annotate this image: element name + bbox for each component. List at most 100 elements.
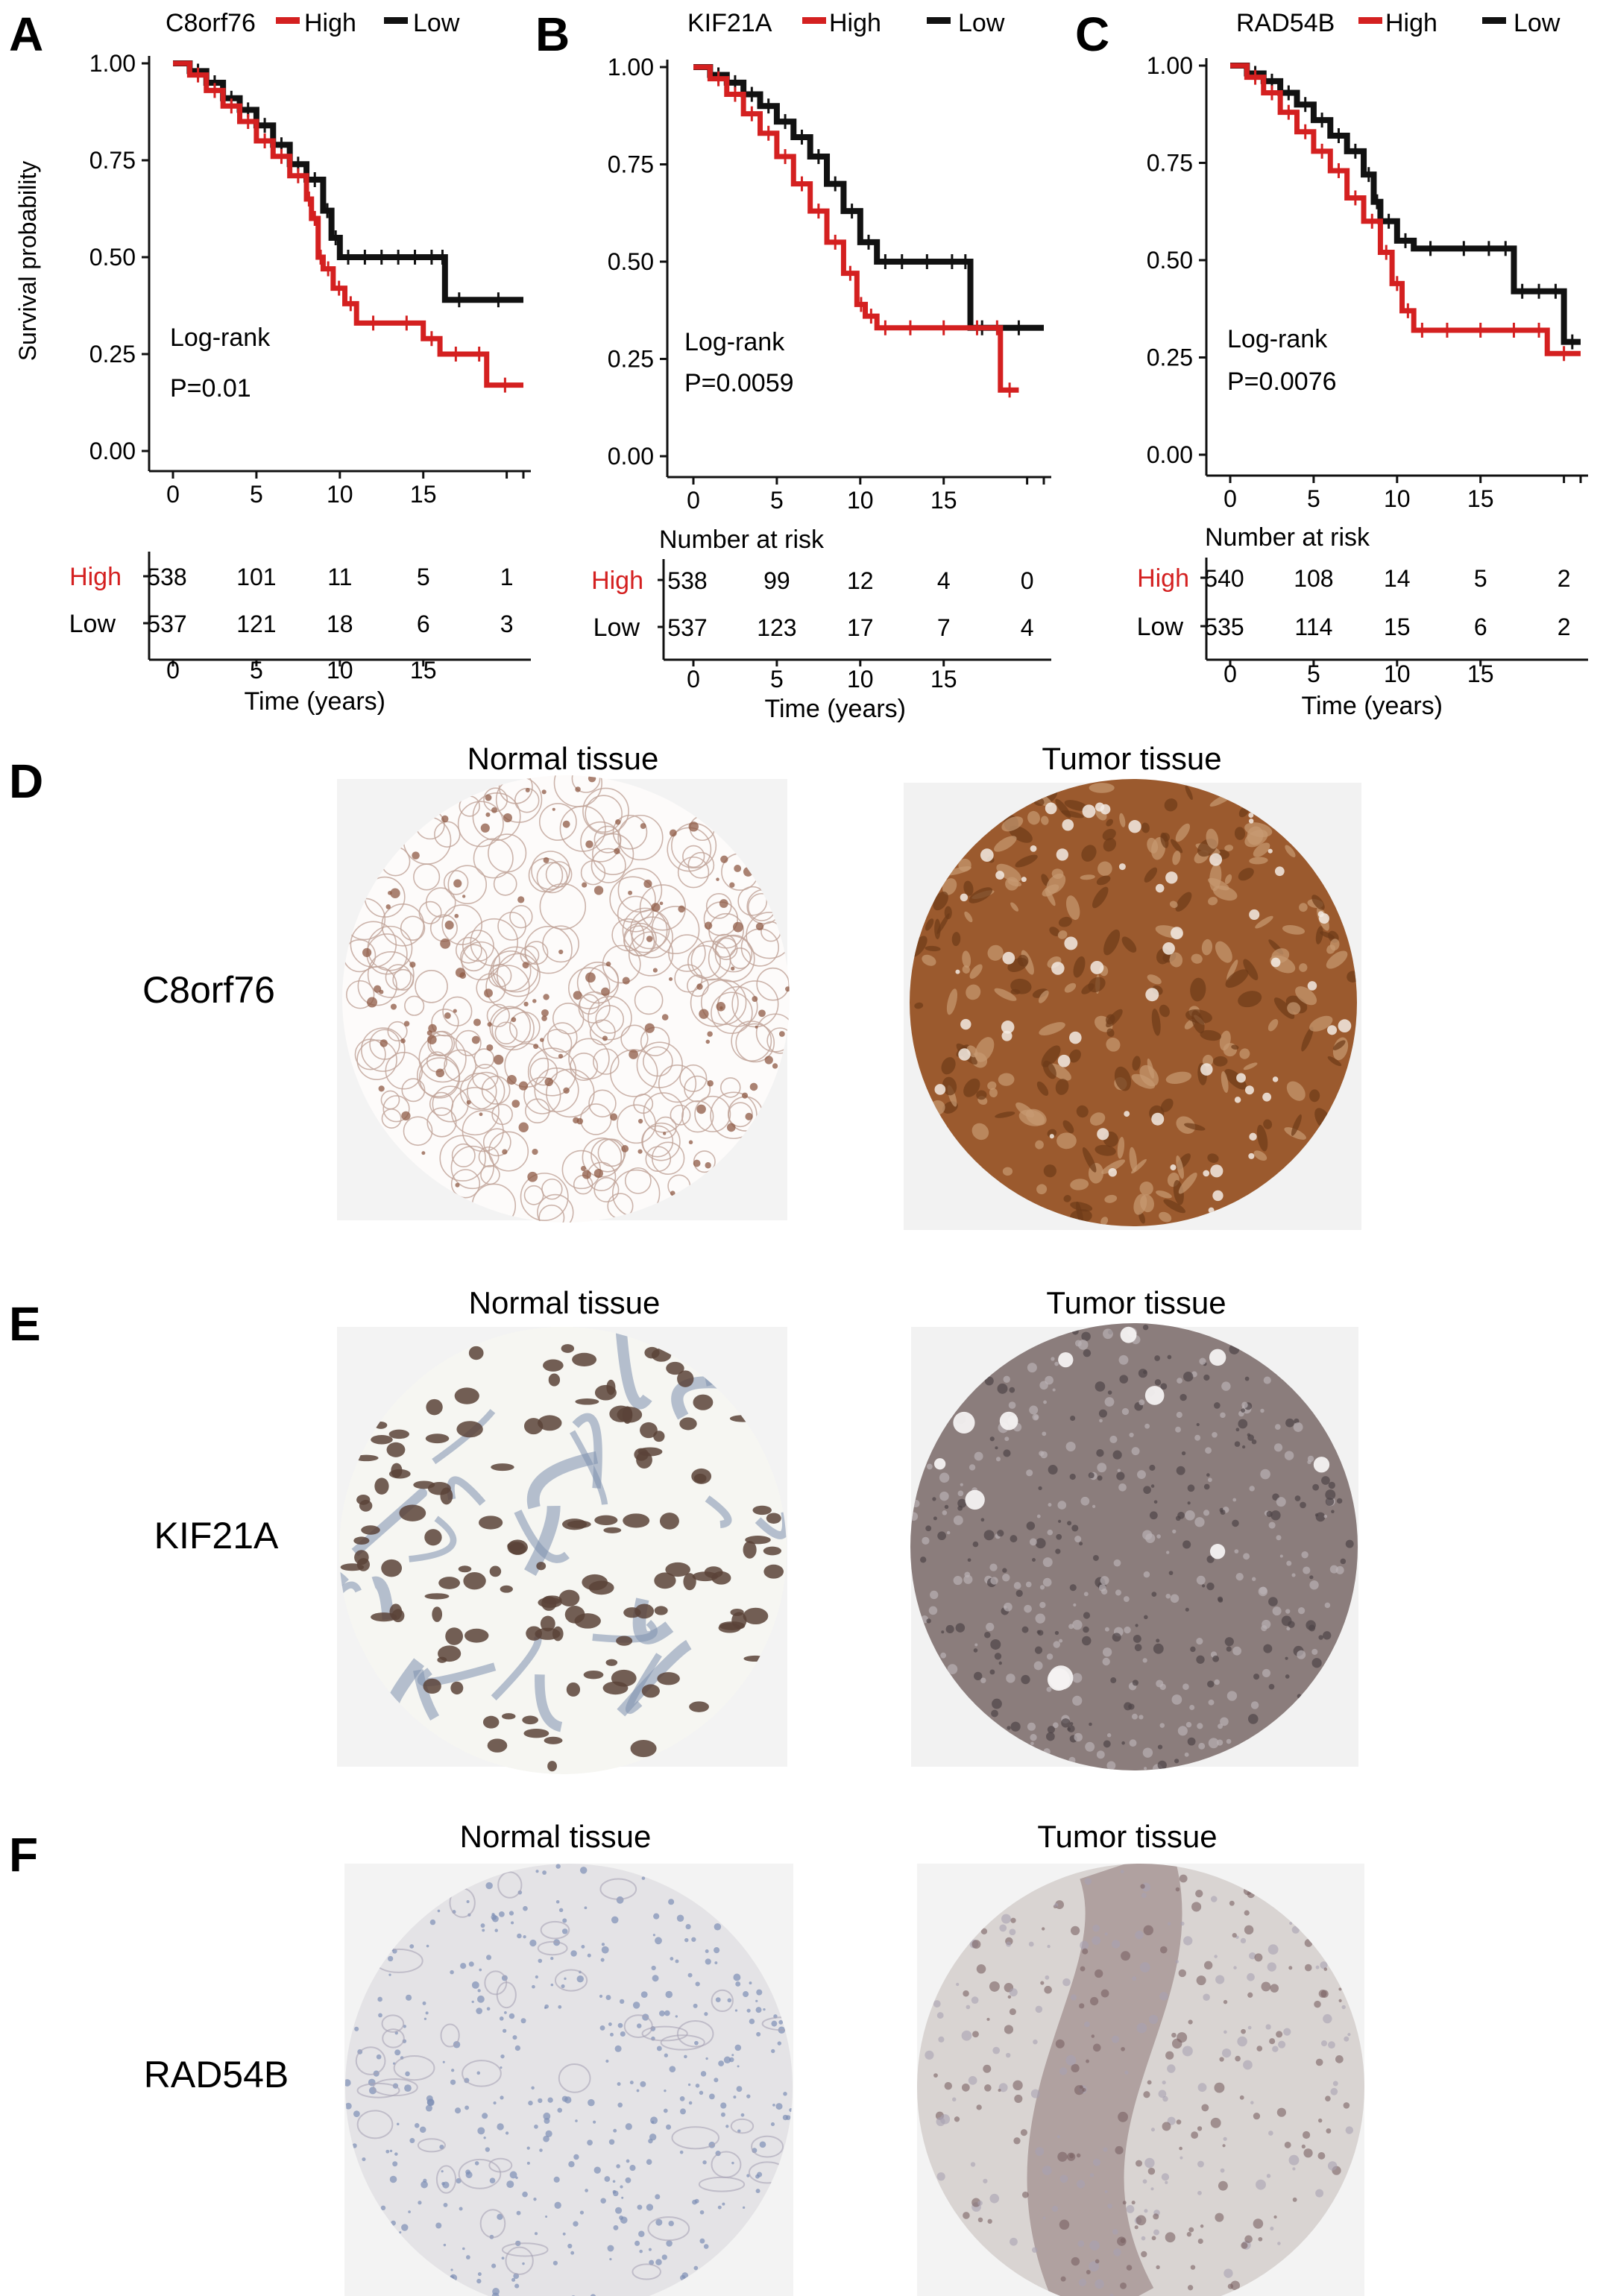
x-tick-label: 15 bbox=[410, 657, 437, 684]
risk-cell: 537 bbox=[147, 611, 186, 637]
x-tick-label: 5 bbox=[1307, 485, 1320, 512]
stat-test-label: Log-rank bbox=[684, 328, 785, 356]
y-tick-labels: 0.00 0.25 0.50 0.75 1.00 bbox=[1147, 52, 1193, 468]
legend-low-swatch bbox=[1482, 17, 1506, 24]
y-tick-label: 0.25 bbox=[608, 346, 654, 373]
risk-row-label-high: High bbox=[1137, 564, 1189, 593]
y-tick-label: 1.00 bbox=[1147, 52, 1193, 79]
risk-cell: 6 bbox=[1474, 614, 1487, 640]
risk-cell: 101 bbox=[236, 564, 276, 590]
gene-name: RAD54B bbox=[1236, 9, 1335, 37]
x-tick-label: 10 bbox=[1384, 485, 1411, 512]
y-tick-label: 1.00 bbox=[608, 54, 654, 81]
x-tick-label: 0 bbox=[687, 666, 700, 693]
x-tick-labels: 0 5 10 15 bbox=[687, 487, 957, 514]
x-tick-label: 5 bbox=[250, 657, 263, 684]
y-tick-label: 0.00 bbox=[89, 438, 136, 464]
risk-cell: 15 bbox=[1384, 614, 1411, 640]
x-tick-label: 10 bbox=[847, 666, 874, 693]
risk-cell: 4 bbox=[937, 567, 951, 594]
y-tick-label: 0.00 bbox=[1147, 441, 1193, 468]
gene-label: KIF21A bbox=[154, 1515, 279, 1557]
normal-tissue-image bbox=[344, 1864, 793, 2296]
risk-row-label-low: Low bbox=[69, 610, 116, 638]
risk-cell: 7 bbox=[937, 614, 951, 641]
risk-x-tick-labels: 0 5 10 15 bbox=[166, 657, 436, 684]
legend-low-label: Low bbox=[413, 9, 460, 37]
legend-high-swatch bbox=[276, 17, 300, 24]
risk-cell: 3 bbox=[500, 611, 514, 637]
risk-cell: 1 bbox=[500, 564, 514, 590]
x-axis-label: Time (years) bbox=[1301, 692, 1443, 720]
risk-table-axes bbox=[658, 559, 1051, 666]
panel-label: C bbox=[1075, 7, 1109, 61]
panel-label: E bbox=[9, 1297, 41, 1351]
tumor-tissue-image bbox=[904, 779, 1361, 1230]
x-tick-label: 10 bbox=[327, 481, 353, 508]
panel-label: D bbox=[9, 754, 43, 808]
risk-cell: 121 bbox=[236, 611, 276, 637]
y-tick-label: 1.00 bbox=[89, 50, 136, 77]
risk-row-label-low: Low bbox=[1137, 613, 1184, 641]
risk-cell: 535 bbox=[1204, 614, 1244, 640]
y-tick-label: 0.75 bbox=[608, 151, 654, 178]
gene-label: RAD54B bbox=[144, 2054, 289, 2095]
x-tick-label: 15 bbox=[930, 666, 957, 693]
y-tick-label: 0.50 bbox=[608, 248, 654, 275]
normal-tissue-image bbox=[337, 775, 790, 1223]
x-tick-label: 15 bbox=[930, 487, 957, 514]
risk-cell: 114 bbox=[1294, 614, 1332, 640]
risk-cell: 108 bbox=[1294, 565, 1333, 592]
y-tick-labels: 0.00 0.25 0.50 0.75 1.00 bbox=[608, 54, 654, 470]
risk-table-cells: 538 101 11 5 1 537 121 18 6 3 bbox=[147, 564, 513, 637]
y-tick-label: 0.25 bbox=[89, 341, 136, 368]
risk-cell: 5 bbox=[417, 564, 430, 590]
risk-cell: 2 bbox=[1558, 614, 1571, 640]
survival-curve-low bbox=[693, 64, 1044, 331]
tumor-tissue-label: Tumor tissue bbox=[1037, 1819, 1217, 1854]
risk-cell: 4 bbox=[1021, 614, 1034, 641]
legend-low-swatch bbox=[384, 17, 408, 24]
risk-table-axes bbox=[1200, 558, 1588, 666]
p-value-label: P=0.0076 bbox=[1227, 368, 1337, 396]
y-axis-label: Survival probability bbox=[14, 161, 41, 362]
x-tick-label: 5 bbox=[770, 666, 784, 693]
x-tick-labels: 0 5 10 15 bbox=[166, 481, 436, 508]
normal-tissue-image bbox=[337, 1327, 787, 1774]
x-tick-label: 15 bbox=[1467, 485, 1494, 512]
axes bbox=[1199, 58, 1588, 483]
axes bbox=[660, 60, 1051, 485]
panel-label: F bbox=[9, 1828, 38, 1882]
risk-cell: 538 bbox=[147, 564, 186, 590]
panel-label: A bbox=[9, 7, 43, 61]
normal-tissue-label: Normal tissue bbox=[469, 1285, 661, 1320]
survival-curves bbox=[173, 60, 523, 393]
risk-cell: 14 bbox=[1384, 565, 1411, 592]
x-tick-label: 5 bbox=[1307, 660, 1320, 687]
y-tick-label: 0.75 bbox=[89, 147, 136, 174]
x-tick-label: 10 bbox=[327, 657, 353, 684]
y-tick-label: 0.75 bbox=[1147, 150, 1193, 177]
risk-cell: 99 bbox=[763, 567, 790, 594]
risk-cell: 12 bbox=[847, 567, 874, 594]
risk-table-cells: 540 108 14 5 2 535 114 15 6 2 bbox=[1204, 565, 1570, 640]
normal-tissue-label: Normal tissue bbox=[467, 741, 659, 776]
tumor-tissue-label: Tumor tissue bbox=[1046, 1285, 1226, 1320]
ihc-row-f: F Normal tissue Tumor tissue RAD54B bbox=[9, 1819, 1364, 2296]
risk-cell: 2 bbox=[1558, 565, 1571, 592]
survival-curve-high bbox=[1230, 63, 1581, 356]
risk-cell: 537 bbox=[667, 614, 707, 641]
legend-low-swatch bbox=[927, 17, 951, 24]
risk-cell: 11 bbox=[327, 564, 352, 590]
normal-tissue-label: Normal tissue bbox=[460, 1819, 652, 1854]
gene-name: KIF21A bbox=[687, 9, 772, 37]
x-tick-label: 0 bbox=[687, 487, 700, 514]
x-tick-label: 5 bbox=[770, 487, 784, 514]
survival-curves bbox=[693, 64, 1044, 398]
ihc-row-e: E Normal tissue Tumor tissue KIF21A bbox=[9, 1285, 1358, 1774]
x-axis-label: Time (years) bbox=[244, 687, 385, 716]
y-tick-label: 0.00 bbox=[608, 443, 654, 470]
risk-row-label-low: Low bbox=[593, 614, 640, 642]
tumor-tissue-image bbox=[917, 1864, 1364, 2296]
